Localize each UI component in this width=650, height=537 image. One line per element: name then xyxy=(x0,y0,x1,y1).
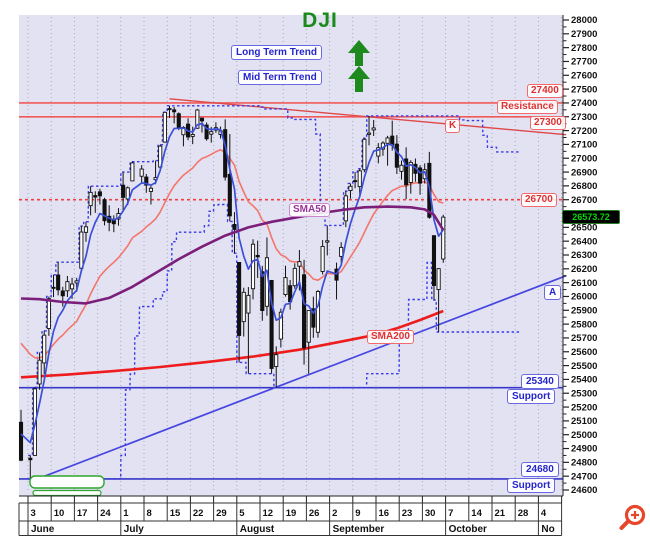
x-axis-week-label: 7 xyxy=(448,508,453,519)
y-axis-tick-label: 27300 xyxy=(571,112,597,123)
y-axis-tick-label: 24700 xyxy=(571,471,597,482)
sma200-label: SMA200 xyxy=(367,330,414,344)
resistance-label: Resistance xyxy=(497,100,558,114)
y-axis-tick-label: 27800 xyxy=(571,43,597,54)
y-axis-tick-label: 25900 xyxy=(571,305,597,316)
support-level-25340-label: 25340 xyxy=(521,374,559,389)
x-axis-week-label: 28 xyxy=(518,508,529,519)
y-axis-tick-label: 27100 xyxy=(571,140,597,151)
y-axis-tick-label: 25700 xyxy=(571,333,597,344)
y-axis-tick-label: 24800 xyxy=(571,458,597,469)
y-axis-tick-label: 25600 xyxy=(571,347,597,358)
x-axis-week-label: 8 xyxy=(147,508,152,519)
price-channel-bands xyxy=(28,105,520,480)
sma50-line xyxy=(20,205,445,305)
x-axis-week-label: 22 xyxy=(193,508,204,519)
y-axis-tick-label: 25300 xyxy=(571,388,597,399)
x-axis-month-label: June xyxy=(31,524,55,535)
support-label-upper: Support xyxy=(507,389,556,404)
trendlines xyxy=(29,98,567,483)
y-axis-tick-label: 26700 xyxy=(571,195,597,206)
symbol-title: DJI xyxy=(302,9,338,32)
trendline-k-label: K xyxy=(445,119,461,133)
x-axis-week-label: 29 xyxy=(216,508,227,519)
y-axis-tick-label: 27600 xyxy=(571,70,597,81)
y-axis: 28000 27900 27800 27700 27600 27500 27400 27300… xyxy=(562,15,597,496)
x-axis-week-label: 15 xyxy=(170,508,181,519)
x-axis-week-label: 9 xyxy=(355,508,360,519)
trendline-a-label: A xyxy=(544,285,562,300)
weekly-gridlines xyxy=(27,17,563,493)
mid-term-up-arrow-icon xyxy=(348,66,371,98)
support-label-lower: Support xyxy=(507,478,556,493)
ema5-line xyxy=(20,122,444,444)
x-axis-week-label: 19 xyxy=(286,508,297,519)
y-axis-tick-label: 25200 xyxy=(571,402,597,413)
y-axis-tick-label: 26800 xyxy=(571,181,597,192)
y-axis-tick-label: 27700 xyxy=(571,57,597,68)
y-axis-tick-label: 27200 xyxy=(571,126,597,137)
y-axis-tick-label: 24900 xyxy=(571,444,597,455)
y-axis-tick-label: 26100 xyxy=(571,278,597,289)
y-axis-tick-label: 25500 xyxy=(571,361,597,372)
x-axis-month-label: No xyxy=(541,524,554,535)
y-axis-tick-label: 28000 xyxy=(571,15,597,26)
zoom-icon[interactable] xyxy=(617,503,649,535)
y-axis-tick-label: 27400 xyxy=(571,98,597,109)
y-axis-tick-label: 27500 xyxy=(571,84,597,95)
x-axis-week-label: 5 xyxy=(239,508,245,519)
y-axis-tick-label: 26000 xyxy=(571,292,597,303)
x-axis-week-label: 14 xyxy=(471,508,482,519)
long-term-up-arrow-icon xyxy=(348,40,371,72)
x-axis-week-label: 10 xyxy=(54,508,65,519)
range-marker xyxy=(29,475,105,497)
x-axis-month-label: October xyxy=(449,524,487,535)
x-axis-week-label: 4 xyxy=(541,508,547,519)
x-axis-week-label: 21 xyxy=(495,508,506,519)
x-axis-week-label: 3 xyxy=(31,508,36,519)
sma50-label: SMA50 xyxy=(289,203,331,217)
y-axis-tick-label: 26300 xyxy=(571,250,597,261)
x-axis-month-label: August xyxy=(240,524,275,535)
x-axis: 3 10 17 24 1 8 15 22 29 5 12 19 26 2 9 16 23 30 7 14 21 28 4Ju… xyxy=(18,495,563,536)
support-level-24680-label: 24680 xyxy=(521,462,559,477)
x-axis-week-label: 12 xyxy=(263,508,274,519)
y-axis-tick-label: 27900 xyxy=(571,29,597,40)
mid-term-trend-label: Mid Term Trend xyxy=(238,70,322,85)
x-axis-week-label: 2 xyxy=(332,508,337,519)
plot-background xyxy=(19,15,563,496)
x-axis-week-label: 23 xyxy=(402,508,413,519)
x-axis-week-label: 16 xyxy=(379,508,390,519)
y-axis-tick-label: 26500 xyxy=(571,223,597,234)
ema20-line xyxy=(20,149,444,359)
pivot-level-26700-label: 26700 xyxy=(521,193,557,207)
x-axis-week-label: 26 xyxy=(309,508,320,519)
y-axis-tick-label: 26400 xyxy=(571,236,597,247)
y-axis-tick-label: 26900 xyxy=(571,167,597,178)
x-axis-month-label: September xyxy=(333,524,385,535)
x-axis-week-label: 17 xyxy=(77,508,88,519)
y-axis-tick-label: 27000 xyxy=(571,153,597,164)
x-axis-week-label: 24 xyxy=(100,508,111,519)
last-price-badge: 26573.72 xyxy=(562,210,620,224)
y-axis-tick-label: 26200 xyxy=(571,264,597,275)
x-axis-week-label: 1 xyxy=(123,508,129,519)
resistance-level-27300-label: 27300 xyxy=(530,116,566,130)
y-axis-tick-label: 25100 xyxy=(571,416,597,427)
y-axis-tick-label: 24600 xyxy=(571,485,597,496)
x-axis-week-label: 30 xyxy=(425,508,436,519)
y-axis-tick-label: 25000 xyxy=(571,430,597,441)
long-term-trend-label: Long Term Trend xyxy=(231,45,322,60)
x-axis-month-label: July xyxy=(124,524,144,535)
y-axis-tick-label: 25400 xyxy=(571,375,597,386)
resistance-level-27400-label: 27400 xyxy=(527,84,563,98)
y-axis-tick-label: 25800 xyxy=(571,319,597,330)
